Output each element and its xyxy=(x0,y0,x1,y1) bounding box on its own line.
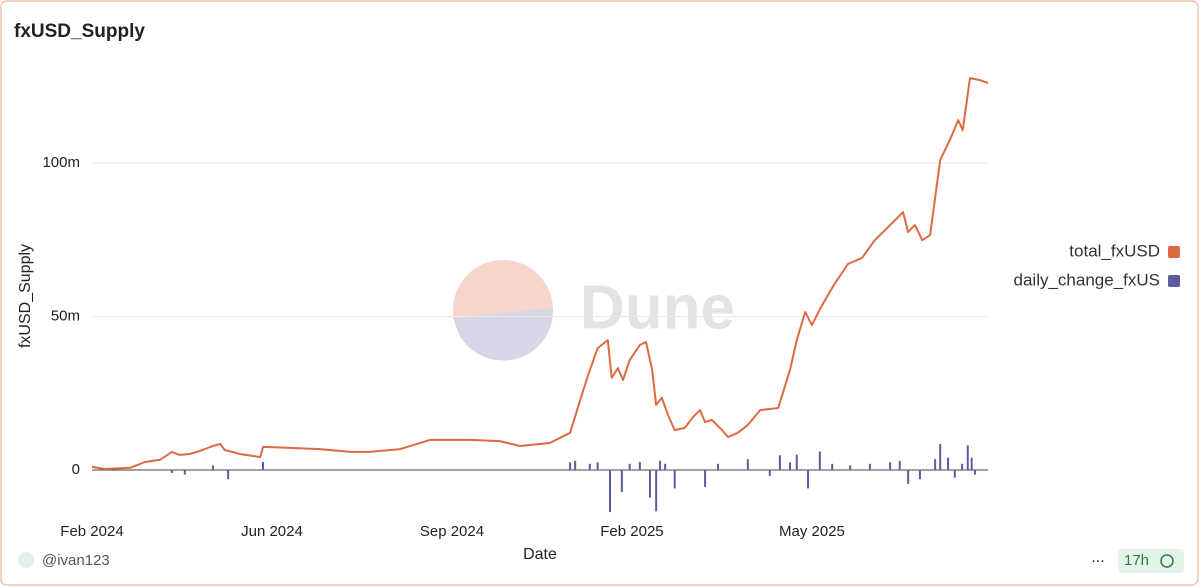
bar xyxy=(789,462,792,470)
bar xyxy=(648,469,651,498)
age-text: 17h xyxy=(1124,552,1149,569)
user-handle[interactable]: @ivan123 xyxy=(42,552,110,569)
bar xyxy=(889,462,892,470)
bar xyxy=(966,445,969,470)
x-tick-label: Jun 2024 xyxy=(241,523,303,540)
legend-label: daily_change_fxUS xyxy=(1014,270,1160,289)
x-tick-label: Feb 2024 xyxy=(60,523,123,540)
bar xyxy=(953,469,956,478)
y-axis-label: fxUSD_Supply xyxy=(17,244,34,348)
bar xyxy=(704,469,707,487)
bar xyxy=(778,455,781,470)
bar xyxy=(569,462,572,470)
bar xyxy=(849,465,852,470)
check-icon xyxy=(1160,554,1174,568)
x-tick-label: May 2025 xyxy=(779,523,845,540)
bar xyxy=(907,469,910,484)
bar xyxy=(868,463,871,470)
bar xyxy=(831,463,834,470)
bar xyxy=(746,459,749,470)
bar xyxy=(638,461,641,470)
y-tick-label: 0 xyxy=(72,461,80,478)
bar xyxy=(961,463,964,470)
y-tick-label: 100m xyxy=(42,154,80,171)
avatar xyxy=(18,552,34,568)
line xyxy=(91,77,989,470)
chart-title: fxUSD_Supply xyxy=(14,21,145,42)
bar xyxy=(898,460,901,470)
legend-swatch xyxy=(1168,275,1180,287)
bar xyxy=(574,460,577,470)
bar xyxy=(939,443,942,470)
bar xyxy=(596,462,599,470)
bar xyxy=(588,463,591,470)
bar xyxy=(673,469,676,489)
bar xyxy=(628,463,631,470)
bar xyxy=(947,457,950,470)
watermark-logo-lower xyxy=(453,308,554,361)
bar xyxy=(609,469,612,513)
bar xyxy=(170,469,173,474)
bar xyxy=(211,465,214,470)
bar xyxy=(717,463,720,470)
bar xyxy=(974,469,977,475)
bar xyxy=(918,469,921,480)
bar xyxy=(818,451,821,470)
bar xyxy=(768,469,771,477)
bar xyxy=(664,463,667,470)
bar xyxy=(261,461,264,470)
x-tick-label: Sep 2024 xyxy=(420,523,484,540)
grid xyxy=(92,162,988,471)
legend-swatch xyxy=(1168,246,1180,258)
x-tick-label: Feb 2025 xyxy=(600,523,663,540)
bar xyxy=(934,459,937,470)
x-axis-label: Date xyxy=(523,546,557,563)
bar xyxy=(659,460,662,470)
menu[interactable]: ... xyxy=(1091,549,1104,566)
bar xyxy=(970,457,973,470)
bar xyxy=(807,469,810,489)
bar xyxy=(183,469,186,475)
bar xyxy=(227,469,230,480)
bar xyxy=(620,469,623,493)
watermark: Dune xyxy=(453,260,735,361)
y-tick-label: 50m xyxy=(51,307,80,324)
bar xyxy=(655,469,658,512)
watermark-text: Dune xyxy=(580,273,735,342)
bar xyxy=(795,454,798,470)
legend-label: total_fxUSD xyxy=(1069,241,1160,260)
